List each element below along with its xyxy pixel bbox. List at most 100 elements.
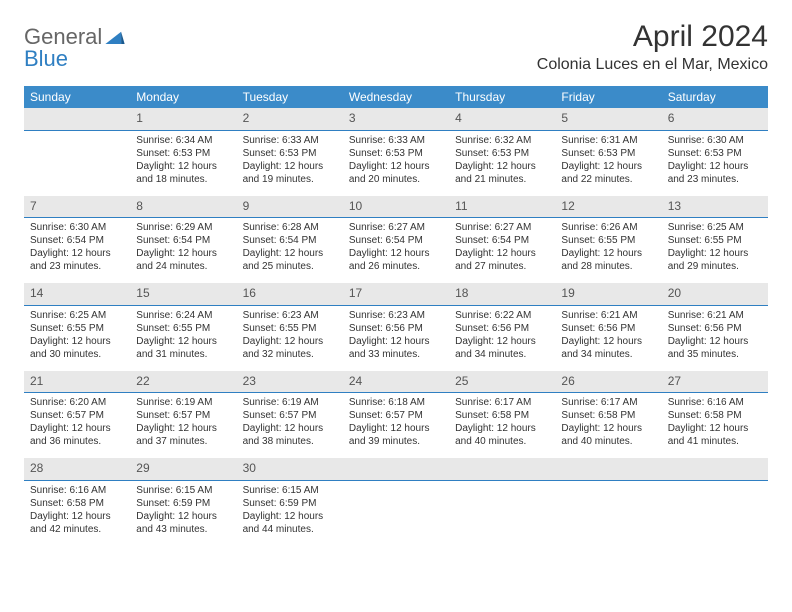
- day-number: [449, 458, 555, 480]
- daylight-text: and 42 minutes.: [30, 523, 124, 536]
- sunset-text: Sunset: 6:53 PM: [349, 147, 443, 160]
- sunrise-text: Sunrise: 6:21 AM: [668, 309, 762, 322]
- day-number: 18: [449, 283, 555, 305]
- sunset-text: Sunset: 6:56 PM: [455, 322, 549, 335]
- day-cell: [449, 481, 555, 546]
- daylight-text: Daylight: 12 hours: [455, 335, 549, 348]
- day-number: 26: [555, 371, 661, 393]
- sunrise-text: Sunrise: 6:25 AM: [30, 309, 124, 322]
- sunset-text: Sunset: 6:55 PM: [561, 234, 655, 247]
- page-title: April 2024: [537, 20, 768, 54]
- sunrise-text: Sunrise: 6:24 AM: [136, 309, 230, 322]
- day-number: 3: [343, 108, 449, 130]
- daylight-text: and 26 minutes.: [349, 260, 443, 273]
- sunrise-text: Sunrise: 6:26 AM: [561, 221, 655, 234]
- day-number: 13: [662, 196, 768, 218]
- daynum-row: 21222324252627: [24, 371, 768, 394]
- sunset-text: Sunset: 6:53 PM: [455, 147, 549, 160]
- day-cell: Sunrise: 6:31 AMSunset: 6:53 PMDaylight:…: [555, 131, 661, 196]
- sunset-text: Sunset: 6:55 PM: [136, 322, 230, 335]
- day-number: 25: [449, 371, 555, 393]
- daylight-text: and 38 minutes.: [243, 435, 337, 448]
- sunset-text: Sunset: 6:58 PM: [561, 409, 655, 422]
- content-row: Sunrise: 6:16 AMSunset: 6:58 PMDaylight:…: [24, 481, 768, 546]
- day-number: [343, 458, 449, 480]
- daylight-text: and 33 minutes.: [349, 348, 443, 361]
- daylight-text: and 27 minutes.: [455, 260, 549, 273]
- sunset-text: Sunset: 6:54 PM: [349, 234, 443, 247]
- daylight-text: and 30 minutes.: [30, 348, 124, 361]
- day-cell: [24, 131, 130, 196]
- day-cell: [343, 481, 449, 546]
- sunset-text: Sunset: 6:53 PM: [668, 147, 762, 160]
- sunset-text: Sunset: 6:55 PM: [243, 322, 337, 335]
- day-number: 30: [237, 458, 343, 480]
- title-block: April 2024 Colonia Luces en el Mar, Mexi…: [537, 20, 768, 74]
- sunset-text: Sunset: 6:59 PM: [136, 497, 230, 510]
- sunrise-text: Sunrise: 6:19 AM: [136, 396, 230, 409]
- day-number: 22: [130, 371, 236, 393]
- day-number: 17: [343, 283, 449, 305]
- day-number: 28: [24, 458, 130, 480]
- sunrise-text: Sunrise: 6:22 AM: [455, 309, 549, 322]
- daylight-text: and 35 minutes.: [668, 348, 762, 361]
- day-number: 8: [130, 196, 236, 218]
- day-cell: Sunrise: 6:21 AMSunset: 6:56 PMDaylight:…: [662, 306, 768, 371]
- content-row: Sunrise: 6:20 AMSunset: 6:57 PMDaylight:…: [24, 393, 768, 458]
- day-number: 11: [449, 196, 555, 218]
- sunrise-text: Sunrise: 6:25 AM: [668, 221, 762, 234]
- day-cell: Sunrise: 6:23 AMSunset: 6:56 PMDaylight:…: [343, 306, 449, 371]
- daylight-text: Daylight: 12 hours: [455, 160, 549, 173]
- daylight-text: and 41 minutes.: [668, 435, 762, 448]
- daylight-text: Daylight: 12 hours: [668, 247, 762, 260]
- daylight-text: and 34 minutes.: [561, 348, 655, 361]
- daynum-row: 282930: [24, 458, 768, 481]
- sunset-text: Sunset: 6:53 PM: [561, 147, 655, 160]
- day-header-mon: Monday: [130, 86, 236, 108]
- daylight-text: and 34 minutes.: [455, 348, 549, 361]
- daylight-text: Daylight: 12 hours: [668, 335, 762, 348]
- day-cell: Sunrise: 6:15 AMSunset: 6:59 PMDaylight:…: [130, 481, 236, 546]
- day-number: 9: [237, 196, 343, 218]
- day-cell: Sunrise: 6:33 AMSunset: 6:53 PMDaylight:…: [237, 131, 343, 196]
- sunrise-text: Sunrise: 6:17 AM: [455, 396, 549, 409]
- sunset-text: Sunset: 6:54 PM: [243, 234, 337, 247]
- sunset-text: Sunset: 6:57 PM: [349, 409, 443, 422]
- daylight-text: and 32 minutes.: [243, 348, 337, 361]
- day-header-row: Sunday Monday Tuesday Wednesday Thursday…: [24, 86, 768, 108]
- location-text: Colonia Luces en el Mar, Mexico: [537, 56, 768, 74]
- day-number: 10: [343, 196, 449, 218]
- sunset-text: Sunset: 6:54 PM: [136, 234, 230, 247]
- sunset-text: Sunset: 6:55 PM: [668, 234, 762, 247]
- sunset-text: Sunset: 6:58 PM: [668, 409, 762, 422]
- day-cell: Sunrise: 6:20 AMSunset: 6:57 PMDaylight:…: [24, 393, 130, 458]
- daylight-text: Daylight: 12 hours: [30, 422, 124, 435]
- sunset-text: Sunset: 6:57 PM: [30, 409, 124, 422]
- daylight-text: and 37 minutes.: [136, 435, 230, 448]
- daylight-text: and 25 minutes.: [243, 260, 337, 273]
- day-number: [662, 458, 768, 480]
- day-number: 19: [555, 283, 661, 305]
- sunrise-text: Sunrise: 6:34 AM: [136, 134, 230, 147]
- day-header-tue: Tuesday: [237, 86, 343, 108]
- day-cell: Sunrise: 6:18 AMSunset: 6:57 PMDaylight:…: [343, 393, 449, 458]
- daylight-text: and 36 minutes.: [30, 435, 124, 448]
- daynum-row: 78910111213: [24, 196, 768, 219]
- daylight-text: and 22 minutes.: [561, 173, 655, 186]
- sunset-text: Sunset: 6:57 PM: [243, 409, 337, 422]
- day-number: 15: [130, 283, 236, 305]
- daylight-text: and 23 minutes.: [668, 173, 762, 186]
- daynum-row: 123456: [24, 108, 768, 131]
- daylight-text: Daylight: 12 hours: [136, 335, 230, 348]
- day-number: 23: [237, 371, 343, 393]
- day-cell: Sunrise: 6:32 AMSunset: 6:53 PMDaylight:…: [449, 131, 555, 196]
- sunrise-text: Sunrise: 6:20 AM: [30, 396, 124, 409]
- day-cell: Sunrise: 6:25 AMSunset: 6:55 PMDaylight:…: [662, 218, 768, 283]
- daylight-text: Daylight: 12 hours: [30, 510, 124, 523]
- sunrise-text: Sunrise: 6:17 AM: [561, 396, 655, 409]
- day-cell: [662, 481, 768, 546]
- daynum-row: 14151617181920: [24, 283, 768, 306]
- daylight-text: Daylight: 12 hours: [455, 422, 549, 435]
- daylight-text: Daylight: 12 hours: [561, 422, 655, 435]
- day-cell: Sunrise: 6:27 AMSunset: 6:54 PMDaylight:…: [449, 218, 555, 283]
